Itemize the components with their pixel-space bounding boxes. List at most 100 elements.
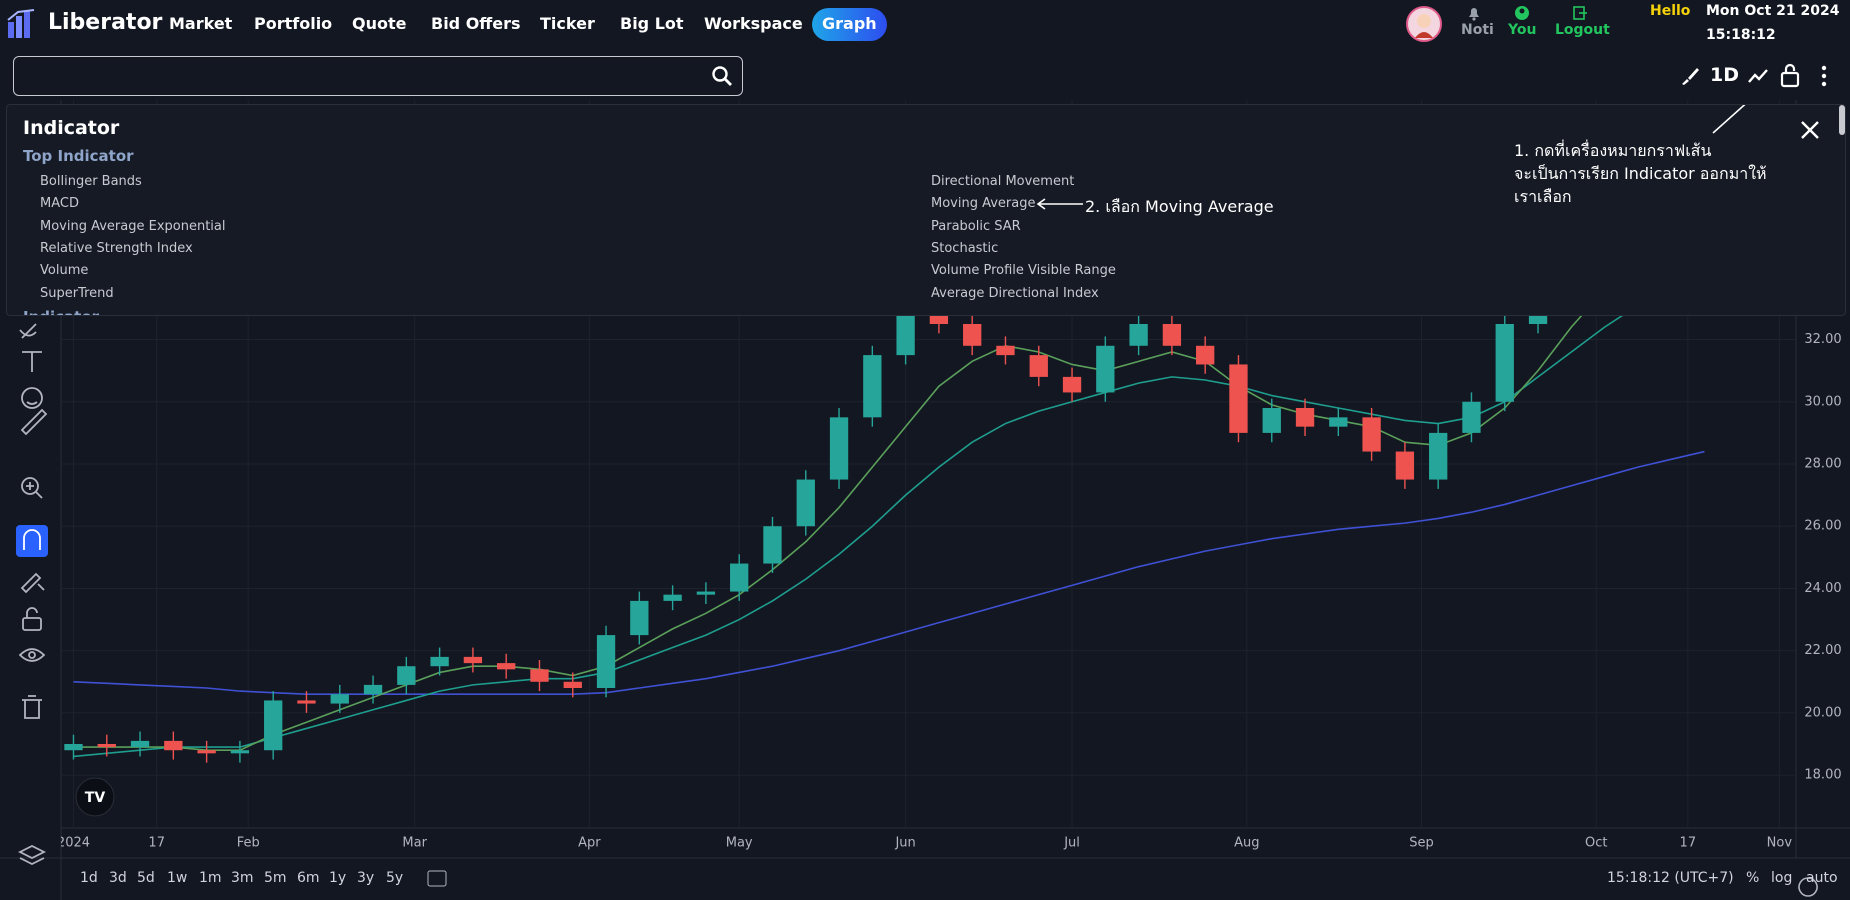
logo-icon <box>7 9 35 38</box>
bell-icon[interactable] <box>1466 5 1482 21</box>
nav-item[interactable]: Big Lot <box>620 14 684 33</box>
indicator-option[interactable]: MACD <box>40 196 79 212</box>
nav-item[interactable]: Portfolio <box>254 14 333 33</box>
time: 15:18:12 <box>1706 27 1776 43</box>
candle-body <box>530 669 549 682</box>
scrollbar[interactable] <box>1839 105 1845 135</box>
candle-body <box>563 681 582 688</box>
range-button[interactable]: 6m <box>297 870 320 886</box>
indicator-option[interactable]: Volume <box>40 263 89 279</box>
indicator-icon[interactable] <box>1746 64 1770 88</box>
candle-body <box>397 666 416 685</box>
candle-body <box>1029 355 1048 377</box>
x-tick-label: Feb <box>237 836 260 851</box>
candle-body <box>630 600 649 636</box>
range-button[interactable]: 1y <box>329 870 347 886</box>
candle-body <box>763 526 782 564</box>
range-button[interactable]: 5d <box>137 870 155 886</box>
nav-item[interactable]: Market <box>169 14 233 33</box>
candle-body <box>663 594 682 601</box>
x-tick-label: 2024 <box>57 836 90 851</box>
x-tick-label: 17 <box>1680 836 1697 851</box>
search-box[interactable] <box>13 56 743 96</box>
lock-icon[interactable] <box>1778 62 1802 88</box>
left-toolbar <box>16 323 48 866</box>
range-button[interactable]: 5m <box>264 870 287 886</box>
nav-item[interactable]: Quote <box>352 14 407 33</box>
indicator-option[interactable]: Stochastic <box>931 240 999 256</box>
candle-body <box>1495 324 1514 402</box>
you[interactable]: You <box>1508 22 1537 38</box>
indicator-option[interactable]: Directional Movement <box>931 174 1075 189</box>
candle-body <box>1162 324 1182 346</box>
range-button[interactable]: 3d <box>109 870 127 886</box>
y-tick-label: 20.00 <box>1804 705 1841 720</box>
candle-body <box>1196 345 1215 365</box>
indicator-option[interactable]: Average Directional Index <box>931 285 1099 301</box>
nav-item[interactable]: Graph <box>822 14 877 33</box>
candle-body <box>1062 376 1082 393</box>
brand[interactable]: Liberator <box>48 10 163 35</box>
x-tick-label: Mar <box>402 836 427 851</box>
candle-body <box>330 694 349 704</box>
candle-body <box>64 744 83 751</box>
indicator-option[interactable]: Moving Average Exponential <box>40 218 226 234</box>
annotation-line: จะเป็นการเรียก Indicator ออกมาให้ <box>1514 164 1767 183</box>
indicator-panel: Indicator Top Indicator Bollinger Bands M… <box>6 104 1846 316</box>
range-button[interactable]: 1d <box>80 870 98 886</box>
user-icon[interactable] <box>1514 5 1530 21</box>
date: Mon Oct 21 2024 <box>1706 3 1840 19</box>
close-button[interactable] <box>1799 119 1821 141</box>
candle-body <box>463 656 483 664</box>
nav-active-pill[interactable] <box>812 8 887 41</box>
nav-item[interactable]: Ticker <box>540 14 595 33</box>
range-button[interactable]: 3y <box>357 870 375 886</box>
candle-body <box>1262 408 1281 433</box>
candle-body <box>1096 345 1115 393</box>
y-tick-label: 24.00 <box>1804 581 1841 596</box>
logout[interactable]: Logout <box>1555 22 1610 38</box>
interval[interactable]: 1D <box>1710 64 1739 86</box>
brush-icon[interactable] <box>1678 64 1702 88</box>
y-tick-label: 28.00 <box>1804 457 1841 472</box>
nav-item[interactable]: Bid Offers <box>431 14 521 33</box>
compare-icon[interactable] <box>427 870 447 887</box>
tv-logo <box>75 777 115 817</box>
x-tick-label: May <box>726 836 753 851</box>
search-icon[interactable] <box>710 64 734 88</box>
candle-body <box>164 740 183 751</box>
moving-average-line <box>73 450 1705 696</box>
annotation-line: เราเลือก <box>1514 187 1572 206</box>
indicator-option[interactable]: SuperTrend <box>40 285 114 301</box>
x-tick-label: Jun <box>894 836 915 851</box>
range-button[interactable]: 1m <box>199 870 222 886</box>
auto-toggle[interactable]: auto <box>1806 870 1838 886</box>
candle-body <box>1329 417 1348 427</box>
indicator-option[interactable]: Parabolic SAR <box>931 218 1021 234</box>
indicator-option[interactable]: Volume Profile Visible Range <box>931 263 1116 279</box>
noti[interactable]: Noti <box>1461 22 1494 38</box>
y-tick-label: 30.00 <box>1804 394 1841 409</box>
range-button[interactable]: 3m <box>231 870 254 886</box>
candle-body <box>696 591 716 595</box>
candle-body <box>430 656 449 667</box>
candle-body <box>363 684 383 695</box>
arrow <box>1036 198 1083 210</box>
settings-icon[interactable] <box>1798 877 1818 897</box>
candle-body <box>1129 324 1148 346</box>
nav-item[interactable]: Workspace <box>704 14 803 33</box>
indicator-option[interactable]: Moving Average <box>931 196 1036 212</box>
indicator-option[interactable]: Bollinger Bands <box>40 174 142 189</box>
logout-icon[interactable] <box>1572 5 1588 21</box>
indicator-option[interactable]: Relative Strength Index <box>40 240 193 256</box>
x-tick-label: Oct <box>1585 836 1607 851</box>
log-toggle[interactable]: log <box>1771 870 1793 886</box>
avatar[interactable] <box>1406 6 1442 42</box>
candle-body <box>796 479 815 527</box>
range-button[interactable]: 5y <box>386 870 404 886</box>
candle-body <box>197 750 216 754</box>
range-button[interactable]: 1w <box>167 870 188 886</box>
more-icon[interactable] <box>1818 64 1830 88</box>
percent-toggle[interactable]: % <box>1746 870 1760 886</box>
x-tick-label: Aug <box>1234 836 1259 851</box>
